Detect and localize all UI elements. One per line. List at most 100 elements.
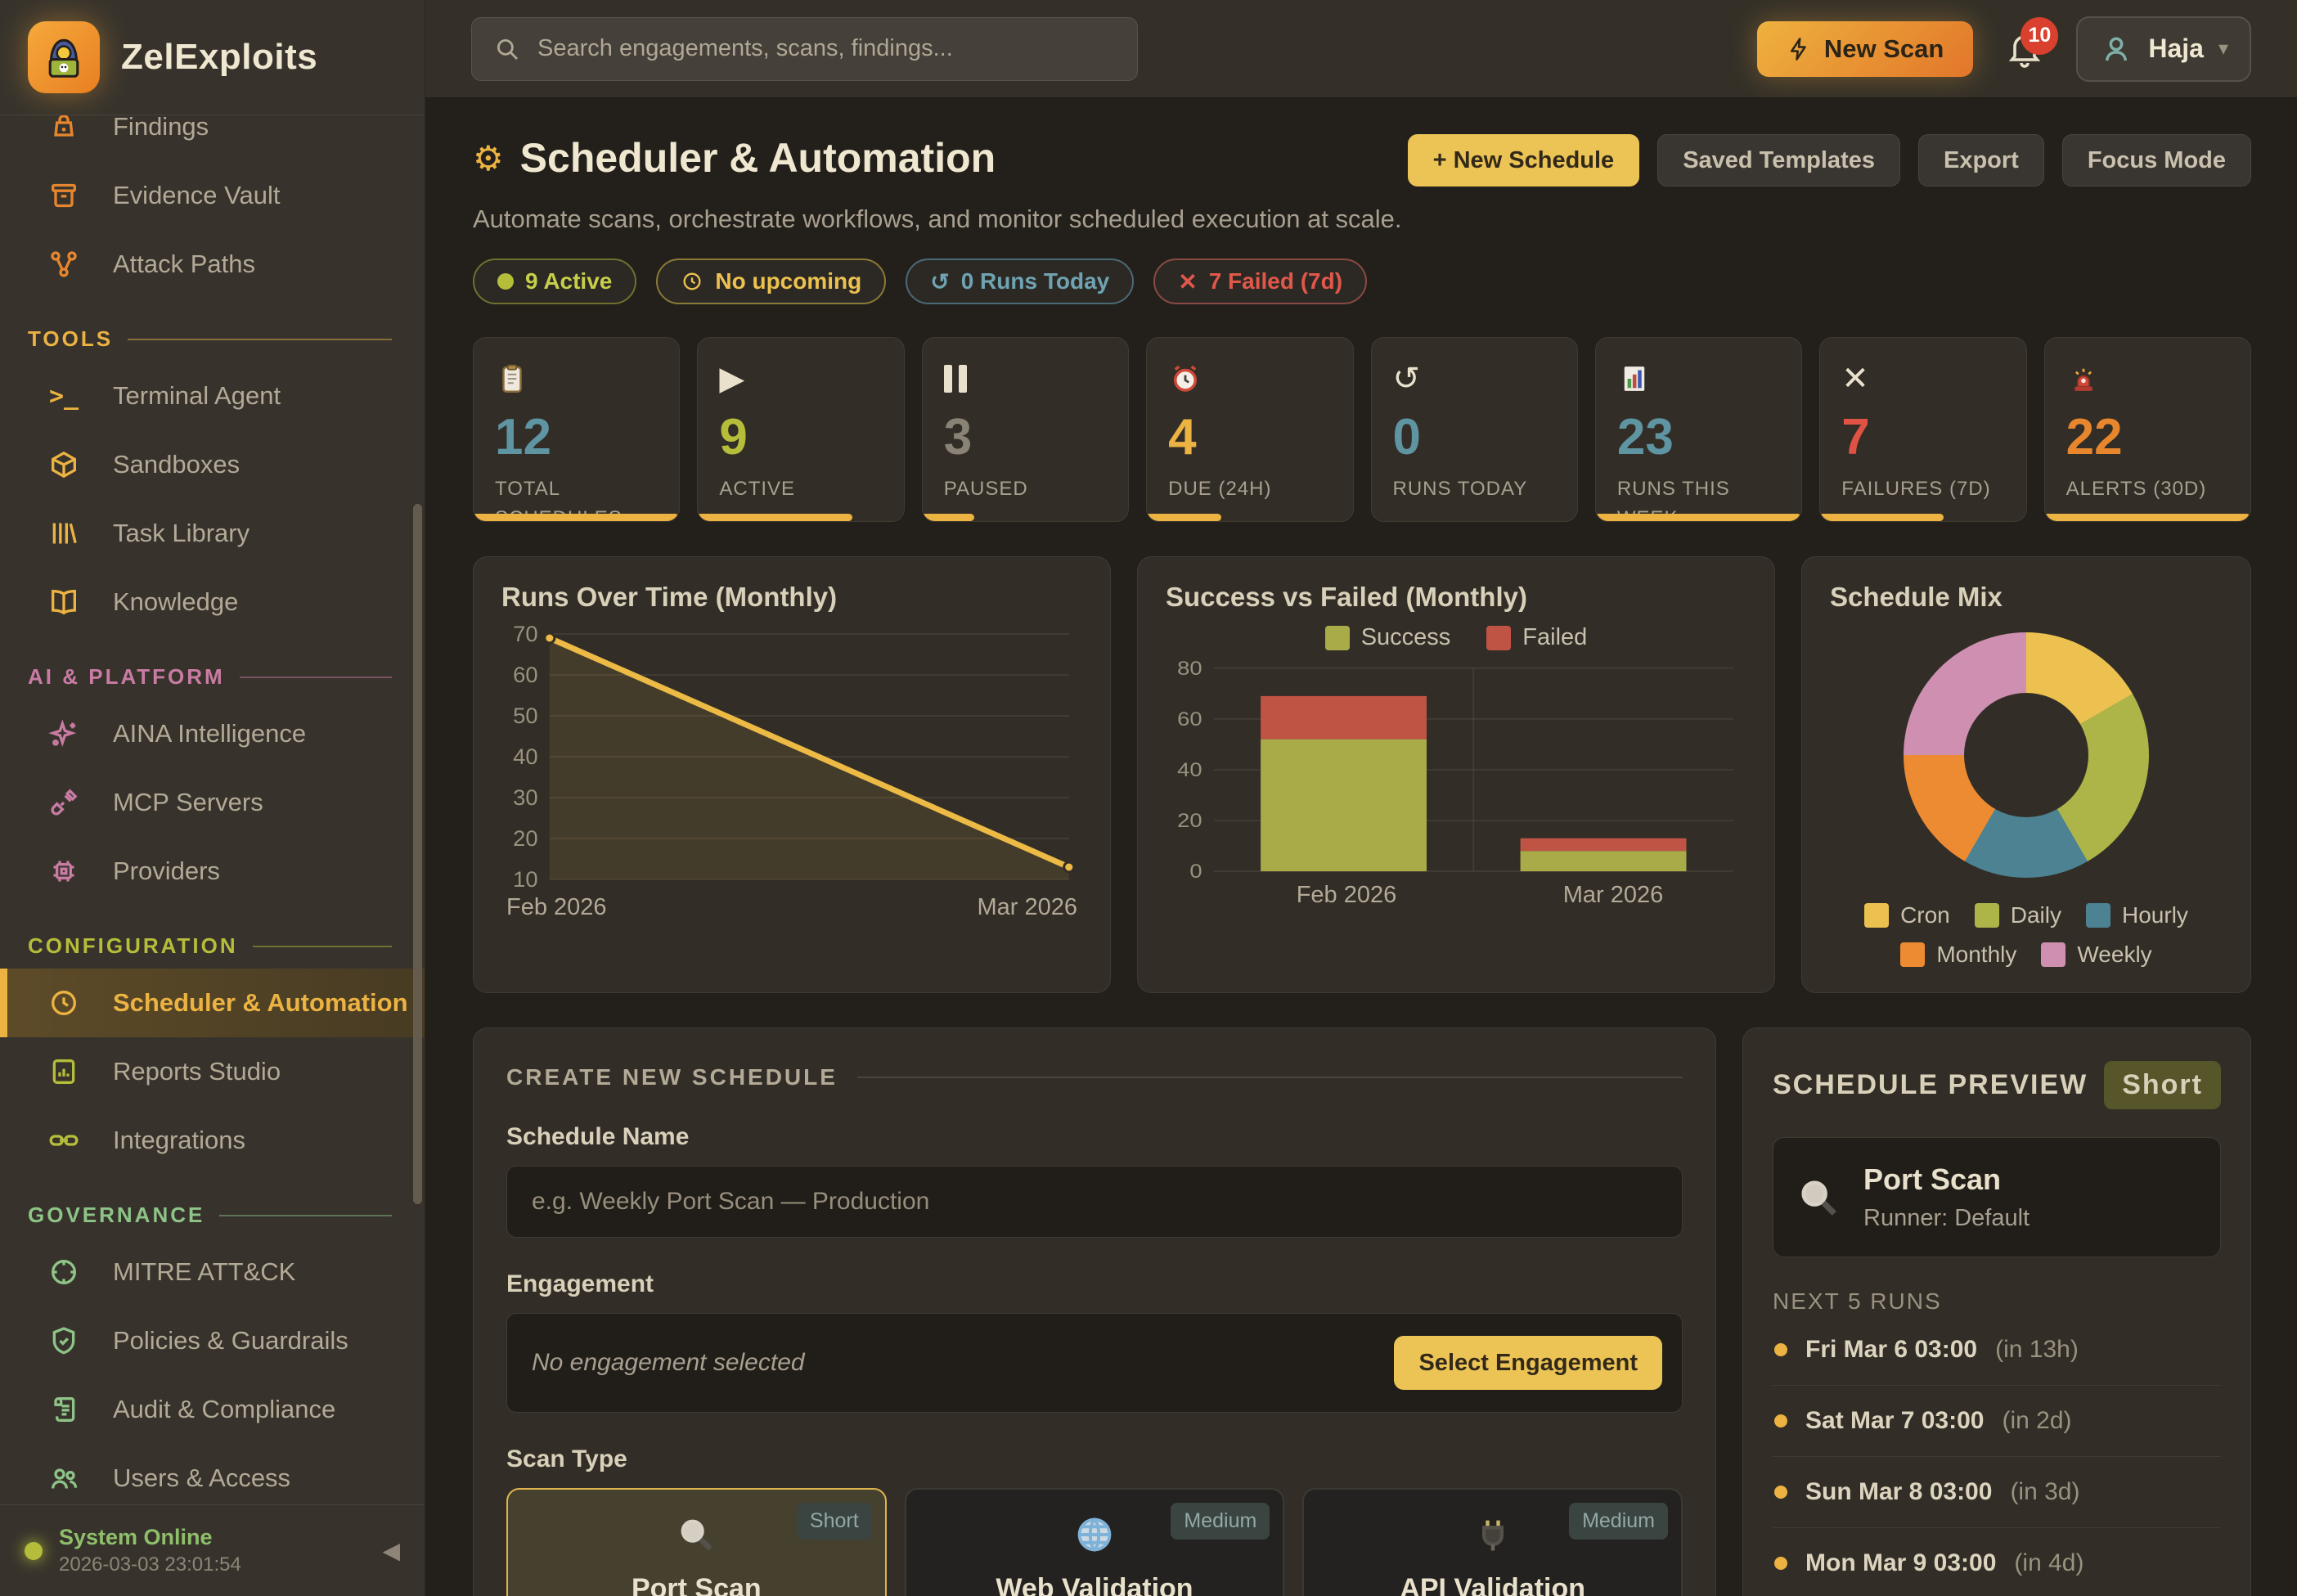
donut-chart bbox=[1904, 632, 2149, 878]
sidebar-item-task-library[interactable]: Task Library bbox=[0, 499, 425, 568]
sidebar-collapse-button[interactable]: ◀ bbox=[382, 1538, 400, 1563]
sidebar-item-mcp-servers[interactable]: MCP Servers bbox=[0, 768, 425, 837]
sidebar-item-knowledge[interactable]: Knowledge bbox=[0, 568, 425, 636]
upcoming-badge: No upcoming bbox=[656, 259, 887, 304]
sidebar-item-sandboxes[interactable]: Sandboxes bbox=[0, 430, 425, 499]
chart-title: Runs Over Time (Monthly) bbox=[501, 582, 838, 612]
notifications-button[interactable]: 10 bbox=[1999, 16, 2059, 74]
page-title: Scheduler & Automation bbox=[519, 135, 996, 181]
schedule-mix-chart: Schedule Mix Cron Daily Hourly Monthly W… bbox=[1801, 556, 2251, 993]
system-timestamp: 2026-03-03 23:01:54 bbox=[59, 1553, 241, 1576]
plug-icon bbox=[1324, 1511, 1661, 1558]
header-actions: + New Schedule Saved Templates Export Fo… bbox=[1407, 134, 2251, 187]
line-chart-canvas: 70 60 50 40 30 20 10 bbox=[513, 621, 1076, 891]
run-item: Mon Mar 9 03:00 (in 4d) bbox=[1773, 1528, 2221, 1596]
sidebar-item-scheduler-automation[interactable]: Scheduler & Automation bbox=[0, 969, 425, 1037]
system-status: System Online bbox=[59, 1525, 213, 1549]
sidebar-item-providers[interactable]: Providers bbox=[0, 837, 425, 906]
sidebar-item-attack-paths[interactable]: Attack Paths bbox=[0, 230, 425, 299]
report-icon bbox=[46, 1054, 82, 1090]
svg-text:0: 0 bbox=[1189, 861, 1202, 879]
page-header: ⚙ Scheduler & Automation + New Schedule … bbox=[473, 134, 2251, 187]
stat-card-5[interactable]: 23 RUNS THIS WEEK bbox=[1594, 337, 1803, 522]
engagement-empty-text: No engagement selected bbox=[532, 1349, 805, 1376]
sidebar-item-label: Evidence Vault bbox=[113, 181, 281, 209]
x-tick: Feb 2026 bbox=[1296, 882, 1397, 908]
section-configuration: CONFIGURATION bbox=[0, 906, 425, 969]
legend-swatch bbox=[2086, 903, 2110, 928]
stat-card-7[interactable]: 22 ALERTS (30D) bbox=[2043, 337, 2251, 522]
next-runs-list: Fri Mar 6 03:00 (in 13h) Sat Mar 7 03:00… bbox=[1773, 1315, 2221, 1596]
duration-badge: Short bbox=[796, 1503, 872, 1540]
saved-templates-button[interactable]: Saved Templates bbox=[1657, 134, 1900, 187]
refresh-icon: ↺ bbox=[1392, 361, 1421, 397]
select-engagement-button[interactable]: Select Engagement bbox=[1394, 1336, 1662, 1390]
brand: ZelExploits bbox=[0, 0, 425, 115]
stat-card-3[interactable]: 4 DUE (24H) bbox=[1146, 337, 1354, 522]
schedule-name-input[interactable] bbox=[506, 1166, 1683, 1238]
stat-card-2[interactable]: 3 PAUSED bbox=[921, 337, 1130, 522]
new-schedule-button[interactable]: + New Schedule bbox=[1407, 134, 1640, 187]
findings-icon bbox=[46, 115, 82, 145]
svg-text:80: 80 bbox=[1177, 659, 1202, 679]
scan-type-web-validation[interactable]: Medium Web Validation HTTP/HTTPS surface… bbox=[904, 1488, 1285, 1596]
new-scan-button[interactable]: New Scan bbox=[1756, 20, 1974, 77]
preview-heading: SCHEDULE PREVIEW bbox=[1773, 1069, 2088, 1100]
run-item: Fri Mar 6 03:00 (in 13h) bbox=[1773, 1315, 2221, 1386]
preview-scan-card: Port Scan Runner: Default bbox=[1773, 1137, 2221, 1257]
cube-icon bbox=[46, 447, 82, 483]
sidebar-item-findings[interactable]: Findings bbox=[0, 115, 425, 161]
search-box[interactable] bbox=[471, 16, 1138, 81]
sparkle-icon bbox=[46, 716, 82, 752]
active-badge: 9 Active bbox=[473, 259, 637, 304]
sidebar-item-audit-compliance[interactable]: Audit & Compliance bbox=[0, 1375, 425, 1444]
sidebar-item-terminal-agent[interactable]: >_ Terminal Agent bbox=[0, 362, 425, 430]
dot-icon bbox=[1774, 1557, 1787, 1570]
main-content: ⚙ Scheduler & Automation + New Schedule … bbox=[425, 98, 2297, 1596]
clock-icon bbox=[46, 985, 82, 1021]
stat-card-6[interactable]: ✕ 7 FAILURES (7D) bbox=[1819, 337, 2027, 522]
status-badges: 9 Active No upcoming ↺ 0 Runs Today ✕ 7 … bbox=[473, 259, 2251, 304]
sidebar-item-label: Sandboxes bbox=[113, 450, 240, 479]
failed-badge: ✕ 7 Failed (7d) bbox=[1153, 259, 1368, 304]
stat-card-4[interactable]: ↺ 0 RUNS TODAY bbox=[1370, 337, 1578, 522]
create-schedule-heading: CREATE NEW SCHEDULE bbox=[506, 1064, 1683, 1090]
right-column: New Scan 10 Haja ▾ ⚙ Scheduler & Au bbox=[425, 0, 2297, 1596]
dot-icon bbox=[1774, 1486, 1787, 1499]
clock-icon bbox=[683, 272, 701, 290]
sidebar-item-integrations[interactable]: Integrations bbox=[0, 1106, 425, 1175]
search-icon bbox=[493, 35, 521, 63]
x-icon: ✕ bbox=[1178, 268, 1198, 294]
scan-type-port-scan[interactable]: Short Port Scan TCP/UDP host discovery bbox=[506, 1488, 887, 1596]
link-icon bbox=[46, 1122, 82, 1158]
section-tools: TOOLS bbox=[0, 299, 425, 362]
duration-badge: Medium bbox=[1569, 1503, 1668, 1540]
sidebar-item-label: Findings bbox=[113, 115, 209, 141]
sidebar-item-aina-intelligence[interactable]: AINA Intelligence bbox=[0, 699, 425, 768]
sidebar-item-mitre-attack[interactable]: MITRE ATT&CK bbox=[0, 1238, 425, 1306]
svg-text:60: 60 bbox=[513, 662, 537, 687]
sidebar-item-label: Policies & Guardrails bbox=[113, 1326, 348, 1355]
sidebar-item-label: Scheduler & Automation bbox=[113, 988, 408, 1017]
section-governance: GOVERNANCE bbox=[0, 1175, 425, 1238]
x-tick: Feb 2026 bbox=[506, 894, 607, 920]
section-ai-platform: AI & PLATFORM bbox=[0, 636, 425, 699]
sidebar-item-evidence-vault[interactable]: Evidence Vault bbox=[0, 161, 425, 230]
sidebar-scrollbar[interactable] bbox=[413, 504, 422, 1204]
user-menu[interactable]: Haja ▾ bbox=[2076, 16, 2251, 82]
legend-swatch bbox=[1900, 942, 1926, 967]
users-icon bbox=[46, 1460, 82, 1496]
sidebar-item-reports-studio[interactable]: Reports Studio bbox=[0, 1037, 425, 1106]
x-tick: Mar 2026 bbox=[1562, 882, 1664, 908]
sidebar-item-users-access[interactable]: Users & Access bbox=[0, 1444, 425, 1504]
stat-card-1[interactable]: ▶ 9 ACTIVE bbox=[697, 337, 905, 522]
sidebar: ZelExploits Findings Evidence Vault Atta… bbox=[0, 0, 425, 1596]
scan-type-api-validation[interactable]: Medium API Validation REST/GraphQL endpo… bbox=[1302, 1488, 1683, 1596]
export-button[interactable]: Export bbox=[1917, 134, 2044, 187]
sidebar-item-policies-guardrails[interactable]: Policies & Guardrails bbox=[0, 1306, 425, 1375]
search-input[interactable] bbox=[537, 35, 1116, 62]
focus-mode-button[interactable]: Focus Mode bbox=[2061, 134, 2251, 187]
dot-icon bbox=[1774, 1343, 1787, 1356]
